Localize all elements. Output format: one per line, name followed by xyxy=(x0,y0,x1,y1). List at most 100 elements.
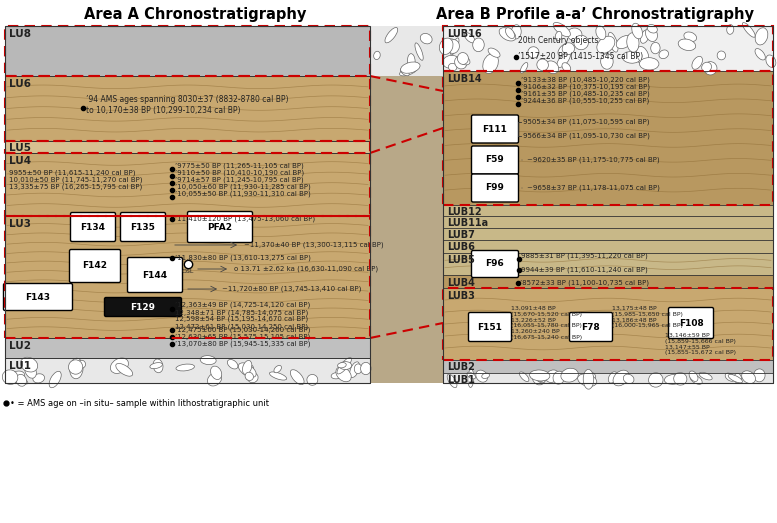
Text: • = AMS age on –in situ– sample within lithostratigraphic unit: • = AMS age on –in situ– sample within l… xyxy=(10,399,269,407)
Ellipse shape xyxy=(482,373,490,379)
FancyBboxPatch shape xyxy=(120,212,166,242)
Ellipse shape xyxy=(228,359,238,369)
FancyBboxPatch shape xyxy=(127,257,183,292)
Text: F108: F108 xyxy=(678,319,703,327)
Ellipse shape xyxy=(636,47,649,64)
Text: ’11,830±80 BP (13,610-13,275 cal BP): ’11,830±80 BP (13,610-13,275 cal BP) xyxy=(175,255,311,262)
Text: OSL: OSL xyxy=(182,269,194,274)
Text: LUB14: LUB14 xyxy=(447,74,482,84)
Ellipse shape xyxy=(754,369,765,382)
Ellipse shape xyxy=(447,40,459,53)
Bar xyxy=(443,228,773,240)
Ellipse shape xyxy=(646,27,657,41)
Ellipse shape xyxy=(601,54,613,69)
FancyBboxPatch shape xyxy=(71,212,116,242)
Text: 13,146±59 BP
(15,859-15,666 cal BP)
13,147±55 BP
(15,855-15,672 cal BP): 13,146±59 BP (15,859-15,666 cal BP) 13,1… xyxy=(665,333,736,356)
Ellipse shape xyxy=(339,361,352,370)
Text: LU6: LU6 xyxy=(9,79,31,89)
Ellipse shape xyxy=(528,47,539,58)
Ellipse shape xyxy=(649,373,663,387)
Text: F99: F99 xyxy=(486,184,504,192)
Text: F144: F144 xyxy=(142,270,168,279)
Ellipse shape xyxy=(25,363,37,378)
Ellipse shape xyxy=(443,55,459,68)
Ellipse shape xyxy=(455,56,467,69)
FancyBboxPatch shape xyxy=(570,313,612,342)
Text: 9955±50 BP (11,615-11,240 cal BP)
10,010±50 BP (11,745-11,270 cal BP)
13,335±75 : 9955±50 BP (11,615-11,240 cal BP) 10,010… xyxy=(9,169,142,190)
Text: LUB2: LUB2 xyxy=(447,362,475,372)
Text: Area A Chronostratigraphy: Area A Chronostratigraphy xyxy=(84,7,306,22)
Ellipse shape xyxy=(374,51,380,60)
Ellipse shape xyxy=(211,366,221,380)
Ellipse shape xyxy=(726,25,733,35)
Ellipse shape xyxy=(574,36,588,50)
Bar xyxy=(443,26,773,71)
Ellipse shape xyxy=(499,28,516,41)
Text: LU4: LU4 xyxy=(9,156,31,166)
Ellipse shape xyxy=(532,371,545,385)
Polygon shape xyxy=(370,26,443,78)
Text: 12,598±54 BP (15,195-14,670 cal BP): 12,598±54 BP (15,195-14,670 cal BP) xyxy=(175,316,308,323)
Bar xyxy=(443,240,773,253)
Ellipse shape xyxy=(350,362,360,378)
Ellipse shape xyxy=(586,372,595,382)
Ellipse shape xyxy=(596,26,606,40)
Ellipse shape xyxy=(439,38,453,54)
FancyBboxPatch shape xyxy=(187,211,253,243)
Ellipse shape xyxy=(766,55,776,67)
Ellipse shape xyxy=(49,371,61,388)
Ellipse shape xyxy=(520,372,529,382)
Ellipse shape xyxy=(556,31,562,41)
Ellipse shape xyxy=(659,50,668,59)
Text: PFA2: PFA2 xyxy=(207,222,232,232)
Ellipse shape xyxy=(725,373,735,381)
Ellipse shape xyxy=(690,375,702,384)
Ellipse shape xyxy=(704,62,717,75)
Ellipse shape xyxy=(274,366,281,373)
Ellipse shape xyxy=(33,374,44,383)
Ellipse shape xyxy=(472,38,484,52)
Ellipse shape xyxy=(553,371,565,384)
Ellipse shape xyxy=(399,67,417,76)
Bar xyxy=(443,216,773,228)
Text: 9944±39 BP (11,610-11,240 cal BP): 9944±39 BP (11,610-11,240 cal BP) xyxy=(521,267,648,273)
Ellipse shape xyxy=(613,370,629,386)
Ellipse shape xyxy=(597,36,615,53)
Bar xyxy=(443,360,773,373)
Ellipse shape xyxy=(692,56,702,70)
Polygon shape xyxy=(370,26,443,383)
Ellipse shape xyxy=(448,63,457,71)
Ellipse shape xyxy=(755,28,768,45)
Text: F143: F143 xyxy=(26,292,51,301)
Ellipse shape xyxy=(467,372,476,379)
Bar xyxy=(443,71,773,205)
Text: 9566±34 BP (11,095-10,730 cal BP): 9566±34 BP (11,095-10,730 cal BP) xyxy=(523,133,650,139)
Bar xyxy=(5,153,370,216)
Ellipse shape xyxy=(78,360,85,368)
Text: ’9714±57 BP (11,245-10,795 cal BP): ’9714±57 BP (11,245-10,795 cal BP) xyxy=(175,177,304,183)
Ellipse shape xyxy=(6,371,25,383)
Ellipse shape xyxy=(535,373,545,383)
Ellipse shape xyxy=(291,370,304,385)
Ellipse shape xyxy=(562,63,570,72)
Bar xyxy=(443,288,773,360)
Ellipse shape xyxy=(458,52,469,64)
Ellipse shape xyxy=(110,358,128,373)
Ellipse shape xyxy=(627,33,639,52)
Ellipse shape xyxy=(741,371,755,383)
Ellipse shape xyxy=(755,49,765,60)
Ellipse shape xyxy=(331,372,342,379)
Ellipse shape xyxy=(153,359,163,373)
Bar xyxy=(5,141,370,153)
Text: F142: F142 xyxy=(82,262,107,270)
Text: o 13.71 ±2.62 ka (16,630-11,090 cal BP): o 13.71 ±2.62 ka (16,630-11,090 cal BP) xyxy=(234,266,378,272)
Text: LUB5: LUB5 xyxy=(447,255,475,265)
Ellipse shape xyxy=(150,362,162,369)
Ellipse shape xyxy=(511,25,521,39)
Ellipse shape xyxy=(458,55,470,65)
Ellipse shape xyxy=(483,54,498,73)
Bar xyxy=(5,26,370,76)
FancyBboxPatch shape xyxy=(472,146,518,174)
Text: F135: F135 xyxy=(131,222,155,232)
Text: ~9620±35 BP (11,175-10,775 cal BP): ~9620±35 BP (11,175-10,775 cal BP) xyxy=(527,157,660,163)
